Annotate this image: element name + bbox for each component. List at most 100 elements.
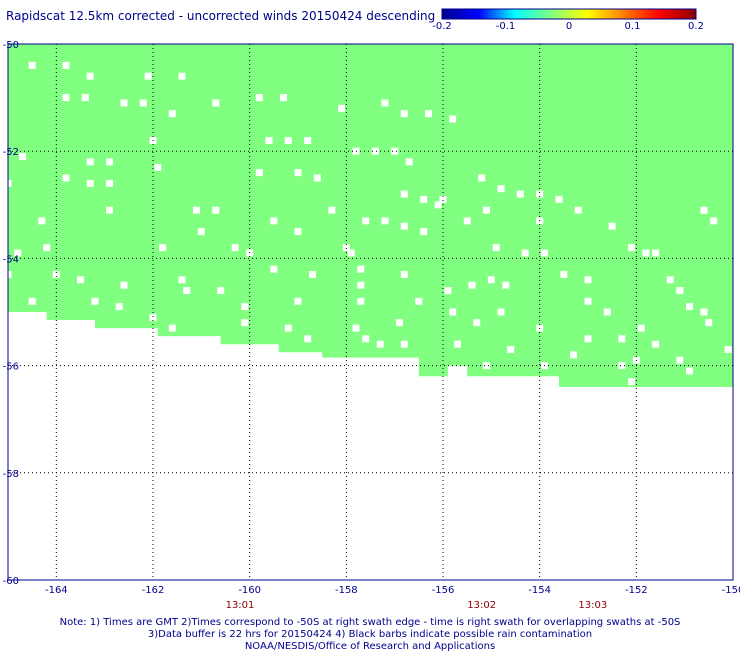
y-tick-label: -56 [3, 362, 19, 373]
missing-cell [86, 179, 94, 187]
missing-cell [120, 281, 128, 289]
colorbar-label: -0.1 [495, 21, 516, 32]
missing-cell [396, 319, 403, 327]
missing-cell [304, 335, 312, 343]
missing-cell [178, 72, 186, 80]
x-tick-label: -162 [142, 585, 165, 596]
missing-cell [255, 94, 263, 102]
missing-cell [463, 217, 471, 225]
missing-cell [574, 206, 582, 214]
missing-cell [381, 217, 389, 225]
note-line-2: 3)Data buffer is 22 hrs for 20150424 4) … [147, 629, 593, 640]
missing-cell [294, 228, 302, 236]
missing-cell [371, 147, 379, 155]
missing-cell [444, 287, 452, 295]
missing-cell [400, 110, 408, 118]
missing-cell [449, 308, 457, 316]
missing-cell [676, 287, 684, 295]
missing-cell [168, 110, 176, 118]
time-label: 13:02 [467, 600, 496, 610]
colorbar-label: 0.2 [688, 21, 704, 32]
missing-cell [666, 276, 674, 284]
missing-cell [309, 271, 316, 278]
missing-cell [637, 324, 645, 332]
missing-cell [284, 137, 292, 144]
missing-cell [468, 281, 476, 289]
missing-cell [77, 276, 84, 284]
missing-cell [560, 271, 568, 278]
missing-cell [376, 340, 384, 348]
missing-cell [628, 244, 635, 252]
missing-cell [86, 158, 94, 166]
missing-cell [700, 308, 708, 316]
missing-cell [231, 244, 239, 252]
missing-cell [362, 217, 370, 225]
y-tick-label: -58 [3, 469, 19, 480]
note-line-3: NOAA/NESDIS/Office of Research and Appli… [244, 641, 496, 652]
plot-frame [7, 43, 734, 581]
missing-cell [478, 174, 486, 182]
missing-cell [724, 346, 732, 353]
missing-cell [449, 115, 457, 123]
missing-cell [439, 195, 447, 203]
missing-cell [270, 217, 278, 225]
missing-cell [676, 356, 684, 364]
missing-cell [357, 265, 365, 273]
missing-cell [686, 367, 693, 375]
missing-cell [618, 335, 626, 343]
missing-cell [391, 147, 399, 155]
x-tick-label: -164 [45, 585, 68, 596]
missing-cell [62, 174, 70, 182]
missing-cell [62, 61, 70, 69]
missing-cell [516, 190, 524, 198]
missing-cell [357, 281, 365, 289]
missing-cell [183, 287, 191, 295]
missing-cell [294, 297, 302, 305]
missing-cell [352, 324, 360, 332]
missing-cell [139, 99, 147, 107]
missing-cell [628, 378, 635, 386]
map-plot: -164 -162 -160 -158 -156 -154 -152 -150 -50 -52 -5… [3, 40, 740, 610]
missing-cell [483, 362, 490, 370]
missing-cell [487, 276, 495, 284]
missing-cell [342, 244, 350, 252]
missing-cell [86, 72, 94, 80]
missing-cell [536, 190, 544, 198]
missing-cell [19, 153, 26, 161]
missing-cell [294, 169, 302, 177]
missing-cell [420, 228, 428, 236]
missing-cell [328, 206, 336, 214]
missing-cell [502, 281, 510, 289]
missing-cell [91, 297, 99, 305]
missing-cell [280, 94, 287, 102]
missing-cell [62, 94, 70, 102]
missing-cell [400, 190, 408, 198]
missing-cell [178, 276, 186, 284]
missing-cell [241, 303, 249, 311]
missing-cell [149, 313, 157, 321]
missing-cell [43, 244, 51, 252]
time-label: 13:03 [578, 600, 607, 610]
y-tick-label: -54 [3, 254, 19, 265]
missing-cell [241, 319, 249, 327]
missing-cell [507, 346, 515, 353]
missing-cell [212, 99, 220, 107]
missing-cell [212, 206, 220, 214]
missing-cell [710, 217, 718, 225]
missing-cell [700, 206, 708, 214]
missing-cell [28, 61, 36, 69]
missing-cell [555, 195, 563, 203]
missing-cell [338, 104, 345, 112]
missing-cell [168, 324, 176, 332]
missing-cell [106, 206, 113, 214]
note-line-1: Note: 1) Times are GMT 2)Times correspon… [59, 617, 681, 628]
missing-cell [652, 249, 660, 257]
missing-cell [217, 287, 225, 295]
missing-cell [304, 137, 312, 144]
missing-cell [38, 217, 46, 225]
missing-cell [570, 351, 577, 359]
missing-cell [521, 249, 529, 257]
colorbar-gradient [441, 8, 697, 20]
x-tick-label: -150 [722, 585, 740, 596]
missing-cell [584, 297, 592, 305]
